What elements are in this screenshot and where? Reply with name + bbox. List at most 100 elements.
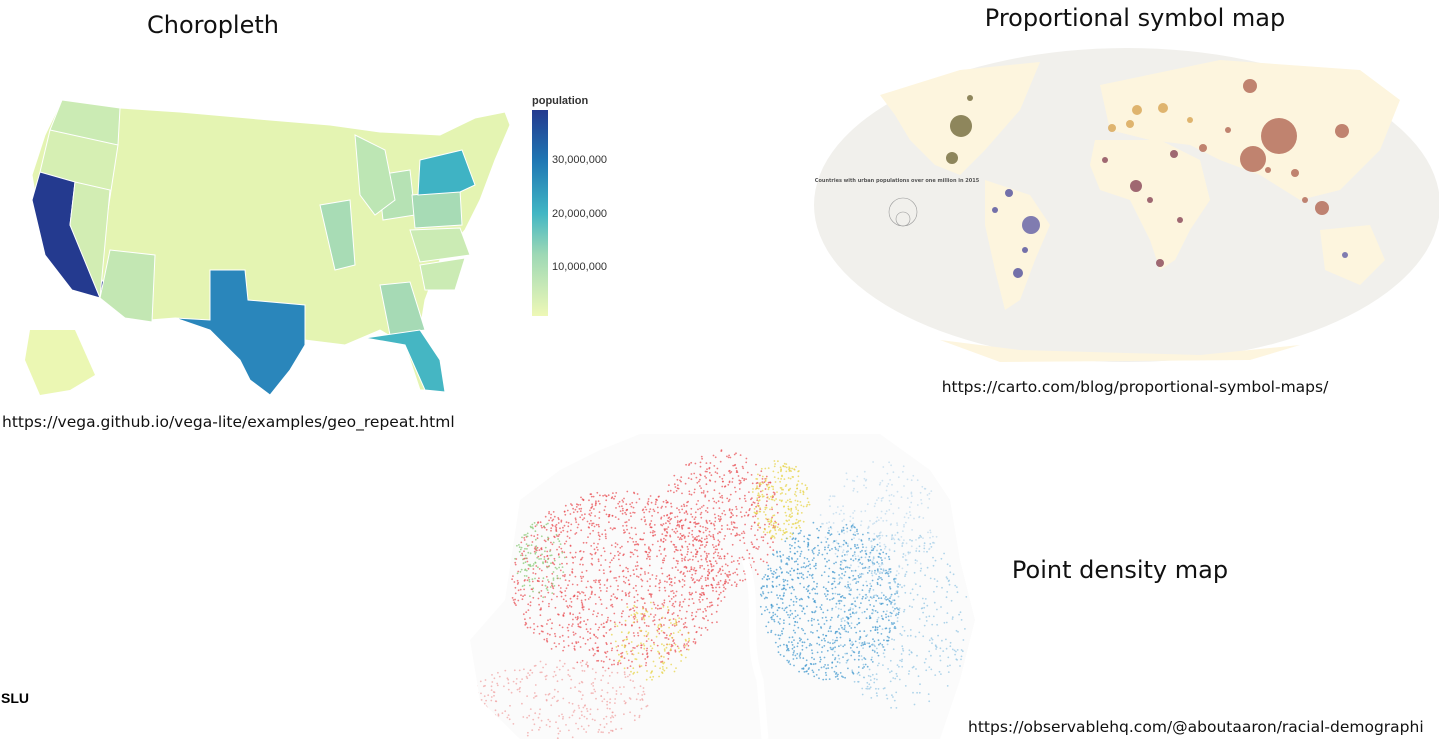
density-dot bbox=[668, 643, 671, 646]
density-dot bbox=[514, 592, 517, 595]
density-dot bbox=[696, 579, 698, 581]
density-dot bbox=[805, 505, 808, 508]
density-dot bbox=[636, 575, 638, 578]
source-link[interactable]: https://observablehq.com/@aboutaaron/rac… bbox=[968, 718, 1424, 736]
density-dot bbox=[607, 616, 609, 619]
density-dot bbox=[601, 533, 604, 536]
density-dot bbox=[549, 618, 552, 621]
density-dot bbox=[877, 497, 880, 499]
density-dot bbox=[591, 668, 594, 670]
density-dot bbox=[907, 551, 910, 554]
density-dot bbox=[615, 579, 618, 582]
density-dot bbox=[711, 544, 714, 546]
density-dot bbox=[730, 521, 733, 523]
density-dot bbox=[892, 512, 895, 515]
density-dot bbox=[557, 584, 560, 587]
legend-label: 20,000,000 bbox=[552, 208, 607, 220]
density-dot bbox=[516, 572, 519, 575]
density-dot bbox=[590, 593, 593, 595]
density-dot bbox=[651, 670, 653, 672]
density-dot bbox=[784, 607, 787, 610]
density-dot bbox=[763, 528, 766, 530]
density-dot bbox=[679, 532, 682, 535]
density-dot bbox=[836, 661, 839, 663]
density-dot bbox=[885, 613, 887, 616]
density-dot bbox=[699, 513, 702, 516]
density-dot bbox=[544, 693, 547, 696]
density-dot bbox=[864, 593, 867, 596]
density-dot bbox=[828, 521, 831, 524]
density-dot bbox=[896, 675, 898, 678]
density-dot bbox=[872, 556, 875, 559]
density-dot bbox=[868, 532, 870, 534]
density-dot bbox=[593, 542, 595, 545]
density-dot bbox=[874, 625, 877, 628]
density-dot bbox=[591, 647, 594, 650]
density-dot bbox=[785, 588, 787, 591]
density-dot bbox=[887, 582, 890, 584]
density-dot bbox=[858, 655, 860, 657]
density-dot bbox=[705, 529, 707, 532]
density-dot bbox=[735, 585, 738, 588]
density-dot bbox=[662, 662, 665, 665]
density-dot bbox=[727, 582, 729, 584]
density-dot bbox=[902, 465, 905, 468]
density-dot bbox=[861, 562, 864, 565]
density-dot bbox=[534, 538, 537, 541]
density-dot bbox=[627, 540, 629, 543]
density-dot bbox=[704, 495, 707, 498]
density-dot bbox=[743, 479, 745, 482]
density-dot bbox=[813, 618, 815, 621]
density-dot bbox=[694, 537, 697, 539]
density-dot bbox=[493, 694, 495, 697]
source-link[interactable]: https://vega.github.io/vega-lite/example… bbox=[2, 413, 455, 432]
density-dot bbox=[589, 632, 591, 634]
density-dot bbox=[679, 519, 682, 522]
density-dot bbox=[909, 634, 912, 637]
density-dot bbox=[772, 614, 775, 617]
density-dot bbox=[648, 558, 651, 560]
density-dot bbox=[661, 616, 664, 619]
density-dot bbox=[588, 608, 590, 611]
density-dot bbox=[882, 610, 885, 613]
density-dot bbox=[871, 570, 873, 572]
density-dot bbox=[757, 473, 759, 476]
density-dot bbox=[797, 545, 800, 548]
density-dot bbox=[792, 651, 795, 654]
density-dot bbox=[784, 493, 787, 495]
density-dot bbox=[647, 498, 650, 500]
density-dot bbox=[618, 500, 621, 503]
density-dot bbox=[821, 646, 824, 649]
density-dot bbox=[578, 690, 580, 692]
density-dot bbox=[634, 615, 636, 617]
density-dot bbox=[563, 612, 565, 615]
density-dot bbox=[619, 510, 622, 512]
density-dot bbox=[845, 661, 848, 664]
density-dot bbox=[700, 577, 702, 580]
density-dot bbox=[787, 614, 789, 616]
density-dot bbox=[586, 666, 589, 668]
density-dot bbox=[797, 509, 800, 512]
density-dot bbox=[769, 567, 772, 570]
density-dot bbox=[860, 510, 863, 513]
density-dot bbox=[533, 665, 536, 667]
density-dot bbox=[698, 547, 701, 550]
density-dot bbox=[822, 678, 825, 681]
density-dot bbox=[765, 596, 767, 599]
density-dot bbox=[844, 559, 847, 562]
density-dot bbox=[656, 644, 659, 647]
density-dot bbox=[701, 585, 703, 587]
density-dot bbox=[688, 639, 691, 642]
source-link[interactable]: https://carto.com/blog/proportional-symb… bbox=[942, 378, 1329, 396]
density-dot bbox=[903, 485, 905, 487]
density-dot bbox=[603, 550, 606, 553]
density-dot bbox=[701, 575, 703, 578]
density-dot bbox=[707, 574, 709, 577]
density-dot bbox=[598, 728, 600, 731]
density-dot bbox=[876, 499, 878, 501]
density-dot bbox=[848, 639, 851, 642]
density-dot bbox=[734, 486, 736, 489]
density-dot bbox=[671, 604, 674, 607]
density-dot bbox=[675, 624, 678, 626]
density-dot bbox=[774, 481, 777, 483]
